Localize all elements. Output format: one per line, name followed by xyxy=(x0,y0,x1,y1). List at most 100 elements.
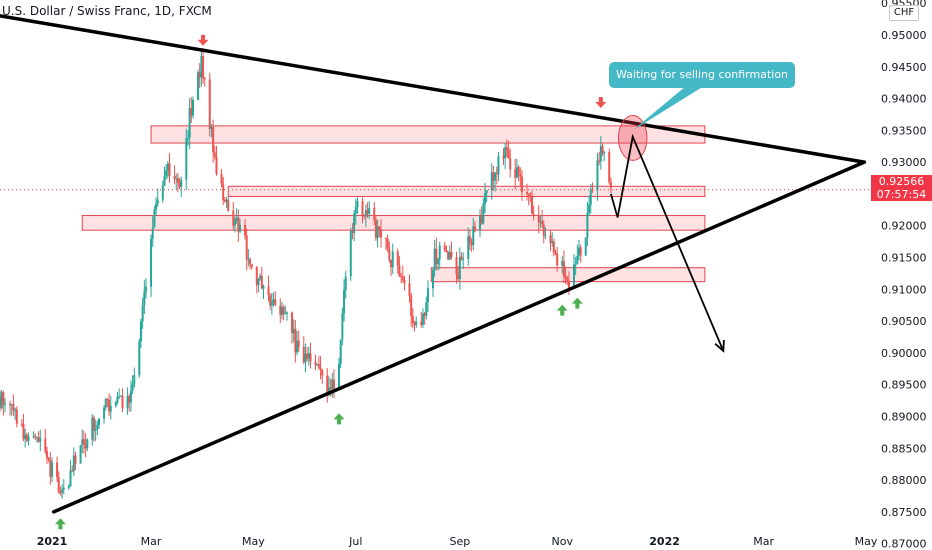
candle-131[interactable] xyxy=(306,353,309,359)
candle-190[interactable] xyxy=(445,250,448,253)
candle-188[interactable] xyxy=(438,245,441,259)
candle-23[interactable] xyxy=(51,462,54,477)
candle-108[interactable] xyxy=(250,264,253,267)
candle-124[interactable] xyxy=(291,312,294,334)
candle-35[interactable] xyxy=(81,439,84,446)
candle-11[interactable] xyxy=(24,434,27,440)
candle-4[interactable] xyxy=(9,403,12,406)
candle-56[interactable] xyxy=(129,390,132,403)
candle-146[interactable] xyxy=(341,313,344,340)
candle-242[interactable] xyxy=(566,277,569,282)
candle-128[interactable] xyxy=(297,340,300,348)
candle-67[interactable] xyxy=(155,203,158,210)
candle-40[interactable] xyxy=(92,417,95,431)
candle-197[interactable] xyxy=(460,256,463,260)
zone-2[interactable] xyxy=(227,185,706,197)
candle-104[interactable] xyxy=(244,225,247,236)
candle-17[interactable] xyxy=(37,436,40,442)
candle-41[interactable] xyxy=(94,428,97,431)
candle-30[interactable] xyxy=(69,470,72,486)
candle-221[interactable] xyxy=(517,167,520,174)
candle-256[interactable] xyxy=(599,146,602,162)
currency-label[interactable]: CHF xyxy=(889,5,919,21)
candle-191[interactable] xyxy=(447,252,450,260)
candle-87[interactable] xyxy=(202,55,205,79)
candle-78[interactable] xyxy=(180,179,183,187)
candle-176[interactable] xyxy=(411,315,414,324)
candle-173[interactable] xyxy=(403,279,406,284)
candle-27[interactable] xyxy=(61,489,64,493)
candle-100[interactable] xyxy=(233,220,236,226)
candle-99[interactable] xyxy=(232,210,235,226)
candle-133[interactable] xyxy=(309,353,312,362)
candle-160[interactable] xyxy=(374,220,377,239)
candle-140[interactable] xyxy=(327,387,330,394)
candle-182[interactable] xyxy=(425,302,428,316)
candle-54[interactable] xyxy=(126,396,129,409)
candle-147[interactable] xyxy=(343,290,346,314)
candle-44[interactable] xyxy=(103,407,106,419)
candle-209[interactable] xyxy=(490,172,493,191)
candle-233[interactable] xyxy=(544,235,547,237)
candle-19[interactable] xyxy=(44,438,47,452)
candle-249[interactable] xyxy=(584,237,587,256)
candle-170[interactable] xyxy=(398,265,401,276)
candle-253[interactable] xyxy=(591,189,594,191)
candle-5[interactable] xyxy=(10,404,13,406)
arrow-up-icon-3[interactable] xyxy=(54,518,66,530)
candle-6[interactable] xyxy=(12,404,15,411)
candle-167[interactable] xyxy=(390,260,393,268)
candle-259[interactable] xyxy=(608,152,611,183)
candle-129[interactable] xyxy=(302,347,305,363)
candle-38[interactable] xyxy=(86,439,89,449)
candle-53[interactable] xyxy=(121,395,124,409)
candle-152[interactable] xyxy=(354,207,357,214)
candle-245[interactable] xyxy=(574,264,577,266)
candle-171[interactable] xyxy=(400,275,403,277)
candle-68[interactable] xyxy=(156,199,159,204)
candle-135[interactable] xyxy=(316,364,319,366)
arrow-up-icon-5[interactable] xyxy=(556,304,568,316)
candle-177[interactable] xyxy=(413,323,416,326)
candle-159[interactable] xyxy=(373,207,376,221)
candle-57[interactable] xyxy=(131,384,134,391)
projection-path[interactable] xyxy=(610,133,725,352)
candle-252[interactable] xyxy=(589,189,592,205)
candle-210[interactable] xyxy=(492,172,495,181)
candle-207[interactable] xyxy=(484,193,487,204)
candle-33[interactable] xyxy=(74,455,77,464)
candle-24[interactable] xyxy=(56,462,59,478)
candle-251[interactable] xyxy=(588,204,591,213)
candle-185[interactable] xyxy=(433,248,436,271)
arrow-up-icon-4[interactable] xyxy=(333,413,345,425)
candle-208[interactable] xyxy=(485,190,488,194)
candle-113[interactable] xyxy=(262,286,265,289)
candle-93[interactable] xyxy=(215,156,218,175)
candle-238[interactable] xyxy=(556,253,559,266)
candle-90[interactable] xyxy=(210,126,213,129)
candle-74[interactable] xyxy=(173,175,176,180)
candle-61[interactable] xyxy=(141,305,144,322)
candle-236[interactable] xyxy=(552,241,555,253)
candle-42[interactable] xyxy=(96,424,99,429)
candle-77[interactable] xyxy=(178,182,181,187)
candle-43[interactable] xyxy=(98,418,101,425)
candle-224[interactable] xyxy=(525,192,528,194)
candle-158[interactable] xyxy=(368,207,371,214)
candle-222[interactable] xyxy=(519,173,522,177)
candle-60[interactable] xyxy=(139,321,142,342)
candle-106[interactable] xyxy=(247,259,250,261)
candle-144[interactable] xyxy=(338,364,341,389)
candle-231[interactable] xyxy=(541,221,544,225)
candle-66[interactable] xyxy=(153,209,156,228)
candle-226[interactable] xyxy=(529,195,532,197)
candle-32[interactable] xyxy=(72,455,75,472)
candle-232[interactable] xyxy=(542,224,545,236)
candle-250[interactable] xyxy=(586,212,589,238)
candle-193[interactable] xyxy=(450,252,453,258)
candle-70[interactable] xyxy=(163,176,166,186)
candle-241[interactable] xyxy=(564,276,567,278)
candle-119[interactable] xyxy=(279,305,282,315)
candle-118[interactable] xyxy=(274,299,277,306)
